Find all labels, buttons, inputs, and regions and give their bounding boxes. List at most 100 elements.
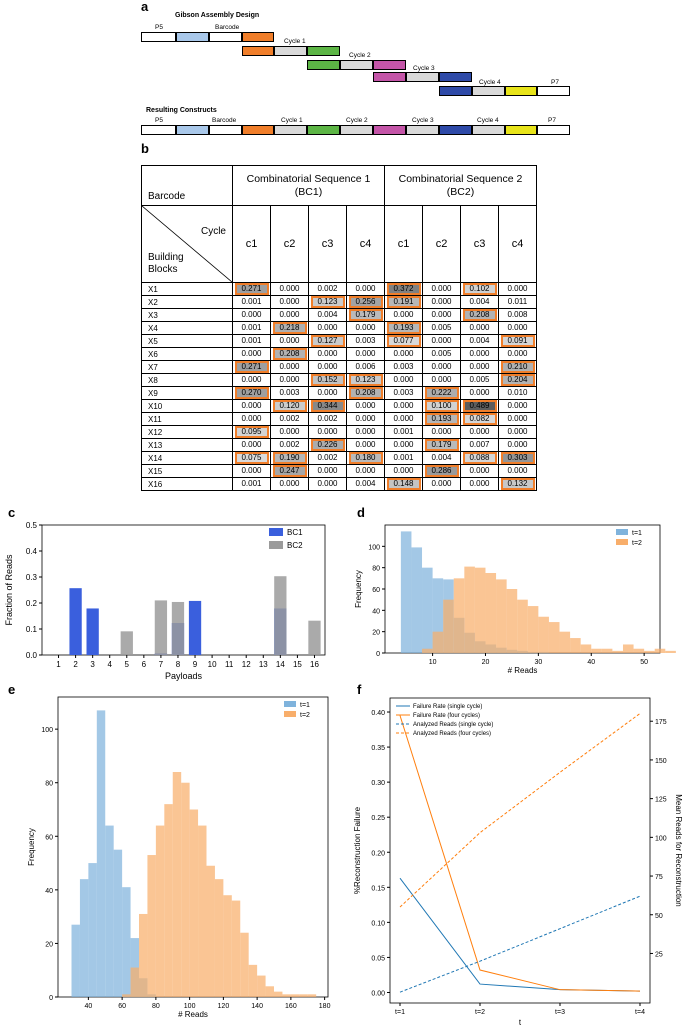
table-cell: 0.004 [422, 451, 461, 465]
cell-value: 0.256 [348, 296, 383, 308]
table-cell: 0.208 [346, 386, 385, 400]
cell-value: 0.000 [431, 310, 452, 319]
x-tick-label: 120 [218, 1003, 230, 1010]
cell-value: 0.000 [469, 388, 490, 397]
hist-bar-t=2 [559, 631, 571, 653]
resulting-seg-6 [340, 125, 373, 135]
cell-value: 0.000 [355, 440, 376, 449]
hist-bar-t=1 [113, 849, 123, 997]
cell-value: 0.000 [355, 323, 376, 332]
seg-c1-b [274, 46, 307, 56]
row-label: X13 [141, 438, 233, 452]
y-tick-label: 100 [41, 727, 53, 734]
table-cell: 0.001 [232, 334, 271, 348]
x-tick-label: 60 [118, 1003, 126, 1010]
table-cell: 0.000 [346, 282, 385, 296]
hist-bar-t=2 [198, 825, 207, 997]
y-axis-label: Frequency [27, 828, 36, 866]
resulting-seg-1 [176, 125, 209, 135]
x-tick-label: t=4 [635, 1009, 645, 1016]
table-cell: 0.000 [498, 399, 537, 413]
hist-bar-t=2 [223, 895, 232, 997]
seg-c1-a [242, 46, 274, 56]
hist-bar-t=2 [474, 567, 486, 653]
barcode-label: Barcode [215, 24, 240, 31]
cycle-label: Cycle [200, 226, 226, 237]
hist-bar-t=2 [432, 631, 444, 653]
cell-value: 0.179 [348, 309, 383, 321]
bar-bc1 [188, 600, 202, 655]
cell-value: 0.000 [393, 375, 414, 384]
table-cell: 0.247 [270, 464, 309, 478]
bc1-title: Combinatorial Sequence 1 [246, 172, 371, 185]
gibson-title: Gibson Assembly Design [175, 12, 260, 19]
cell-value: 0.120 [272, 400, 307, 412]
hist-bar-t=2 [240, 932, 249, 997]
y-tick-label: 0.5 [26, 521, 38, 530]
table-cell: 0.000 [270, 477, 309, 491]
cell-value: 0.004 [469, 297, 490, 306]
p5-label: P5 [155, 24, 163, 31]
table-cell: 0.000 [422, 360, 461, 374]
table-cell: 0.256 [346, 295, 385, 309]
cell-value: 0.002 [317, 414, 338, 423]
hist-bar-t=2 [274, 991, 283, 997]
y-axis-label: Fraction of Reads [4, 554, 14, 626]
cell-value: 0.000 [393, 440, 414, 449]
hist-bar-t=2 [591, 648, 602, 653]
bc1-header: Combinatorial Sequence 1 (BC1) [232, 165, 385, 206]
cell-value: 0.001 [241, 479, 262, 488]
cycle-header-5: c2 [422, 205, 461, 283]
table-cell: 0.002 [308, 451, 347, 465]
table-cell: 0.082 [460, 412, 499, 426]
cell-value: 0.000 [469, 349, 490, 358]
table-cell: 0.000 [460, 321, 499, 335]
hist-bar-t=2 [527, 606, 539, 653]
table-cell: 0.000 [498, 282, 537, 296]
cell-value: 0.000 [241, 414, 262, 423]
seg-barcode-overlap [242, 32, 274, 42]
cycle3-label: Cycle 3 [413, 65, 435, 72]
bar-bc1 [69, 588, 82, 655]
resulting-seg-8 [406, 125, 439, 135]
y-tick-label: 0.2 [26, 599, 38, 608]
table-cell: 0.148 [384, 477, 423, 491]
hist-bar-t=2 [130, 967, 139, 997]
res-cycle3-label: Cycle 3 [412, 117, 434, 124]
chart-f: 0.00 0.05 0.10 0.15 0.20 0.25 0.30 0.35 0.40 25 50… [353, 697, 683, 1027]
plot-frame [389, 697, 651, 1004]
cell-value: 0.000 [355, 284, 376, 293]
resulting-seg-12 [537, 125, 570, 135]
table-cell: 0.123 [346, 373, 385, 387]
legend-label: Analyzed Reads (four cycles) [413, 731, 491, 737]
cell-value: 0.127 [310, 335, 345, 347]
resulting-seg-4 [274, 125, 307, 135]
x-tick-label: t=3 [555, 1009, 565, 1016]
panel-label-e: e [8, 682, 16, 697]
cell-value: 0.000 [279, 375, 300, 384]
hist-bar-t=1 [96, 710, 106, 997]
cell-value: 0.372 [386, 283, 421, 295]
x-tick-label: 12 [242, 660, 251, 669]
legend-swatch [284, 701, 296, 707]
cell-value: 0.193 [424, 413, 459, 425]
cell-value: 0.303 [500, 452, 535, 464]
y-right-axis-label: Mean Reads for Reconstruction [674, 794, 683, 907]
row-label: X10 [141, 399, 233, 413]
cell-value: 0.000 [241, 375, 262, 384]
legend-label: BC1 [287, 528, 303, 537]
bar-bc2 [120, 631, 133, 655]
cell-value: 0.000 [279, 284, 300, 293]
y-tick-label: 20 [372, 630, 380, 637]
hist-bar-t=1 [88, 863, 97, 997]
table-cell: 0.000 [270, 334, 309, 348]
cycle-header-0: c1 [232, 205, 271, 283]
seg-c4-c [505, 86, 537, 96]
legend-swatch [616, 539, 628, 545]
cell-value: 0.000 [355, 349, 376, 358]
table-cell: 0.005 [422, 347, 461, 361]
table-cell: 0.001 [232, 321, 271, 335]
table-row: X14 0.075 0.190 0.002 0.180 0.001 0.004 0.088 0.… [141, 451, 537, 465]
hist-bar-t=2 [214, 879, 224, 997]
y-tick-label: 60 [372, 587, 380, 594]
